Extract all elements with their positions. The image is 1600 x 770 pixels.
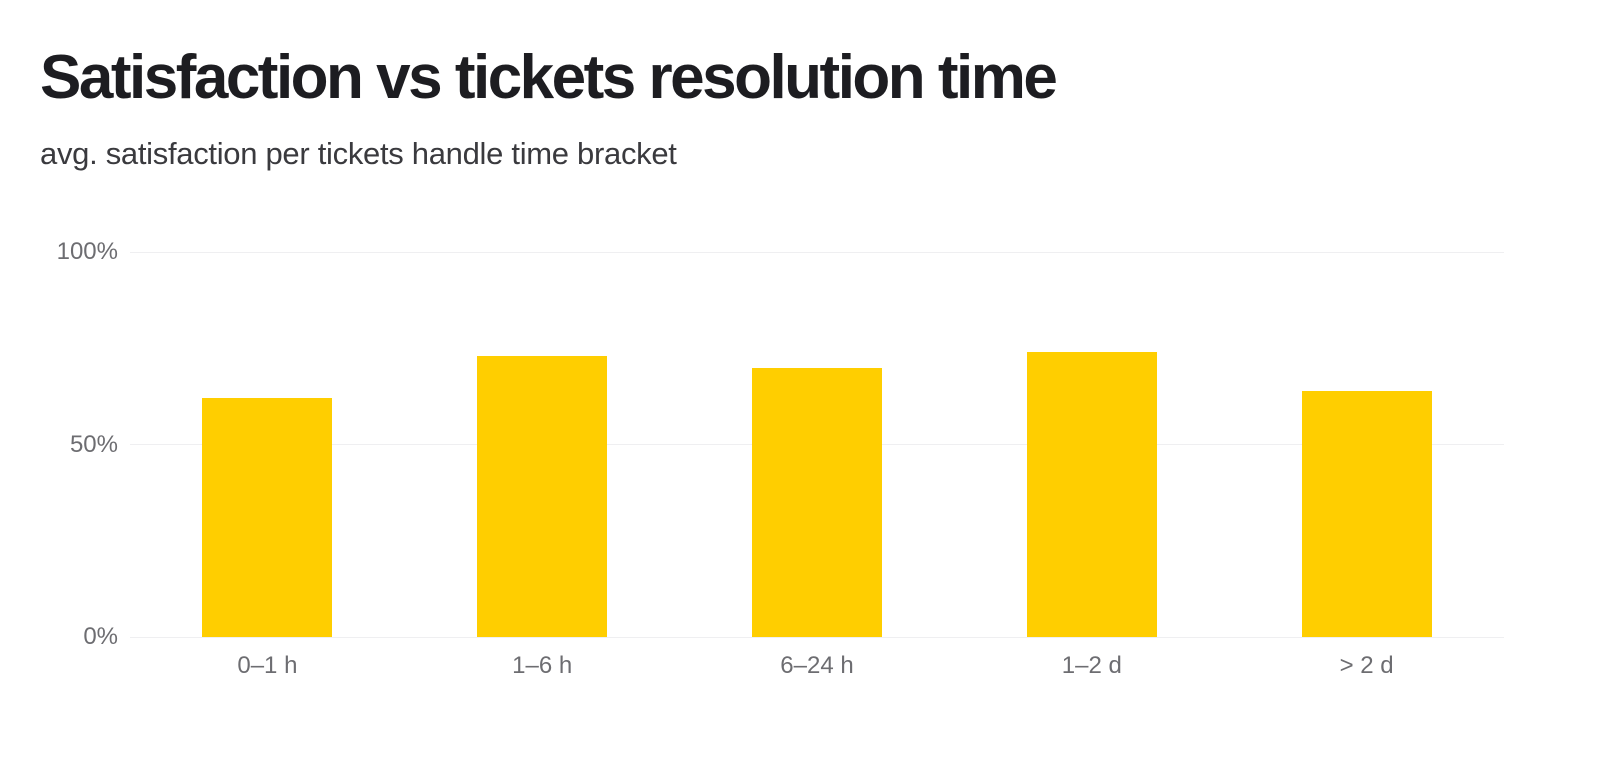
chart-title: Satisfaction vs tickets resolution time xyxy=(40,43,1058,112)
x-axis-tick-label: > 2 d xyxy=(1339,652,1394,679)
bar->2d xyxy=(1301,390,1432,637)
bar-6–24h xyxy=(752,367,882,637)
y-axis-tick-label: 0% xyxy=(83,623,118,650)
gridline-100 xyxy=(130,251,1504,253)
plot-area: 0% 50% 100% 0–1 h 1–6 h 6–24 h 1–2 d > 2 d xyxy=(57,240,1504,678)
x-axis-tick-label: 1–6 h xyxy=(512,652,573,679)
x-axis-tick-label: 0–1 h xyxy=(237,652,298,679)
x-axis-tick-label: 1–2 d xyxy=(1061,652,1122,679)
y-axis-tick-label: 50% xyxy=(69,430,118,458)
bar-1–6h xyxy=(477,355,608,637)
bar-1–2d xyxy=(1026,352,1157,637)
bar-0–1h xyxy=(202,398,333,637)
chart-subtitle: avg. satisfaction per tickets handle tim… xyxy=(40,136,677,171)
x-axis-tick-label: 6–24 h xyxy=(780,652,854,679)
y-axis-tick-label: 100% xyxy=(56,238,118,265)
gridline-0 xyxy=(130,636,1504,638)
